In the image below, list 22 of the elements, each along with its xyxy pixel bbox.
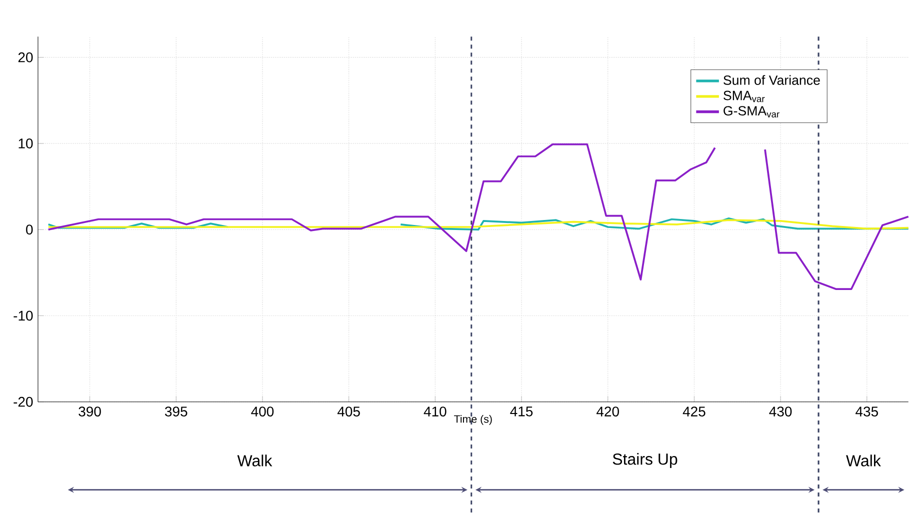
text: Stairs Up — [612, 452, 678, 468]
y-tick-label: 0 — [26, 224, 33, 234]
legend-label: SMA$_{var}$ — [724, 90, 765, 102]
legend-label: Sum of Variance — [724, 75, 820, 85]
y-tick-label: -20 — [14, 396, 33, 407]
legend-label: G-SMA$_{var}$ — [724, 106, 780, 118]
x-tick-label: 395 — [164, 406, 188, 416]
x-tick-label: 420 — [596, 406, 619, 416]
y-tick-label: -10 — [14, 310, 33, 321]
x-tick-label: 400 — [251, 406, 274, 416]
x-tick-label: 405 — [337, 406, 360, 416]
x-tick-label: 410 — [424, 406, 446, 416]
x-tick-label: 430 — [769, 406, 792, 416]
x-tick-label: 390 — [78, 406, 101, 416]
x-tick-label: 415 — [510, 406, 533, 416]
y-tick-label: 20 — [18, 52, 33, 62]
y-tick-label: 10 — [18, 138, 33, 148]
x-tick-label: 435 — [856, 406, 878, 416]
text: Walk — [237, 454, 272, 466]
x-tick-label: 425 — [682, 406, 706, 416]
x-axis-title: Time (s) — [454, 414, 492, 425]
text: Walk — [846, 454, 881, 466]
